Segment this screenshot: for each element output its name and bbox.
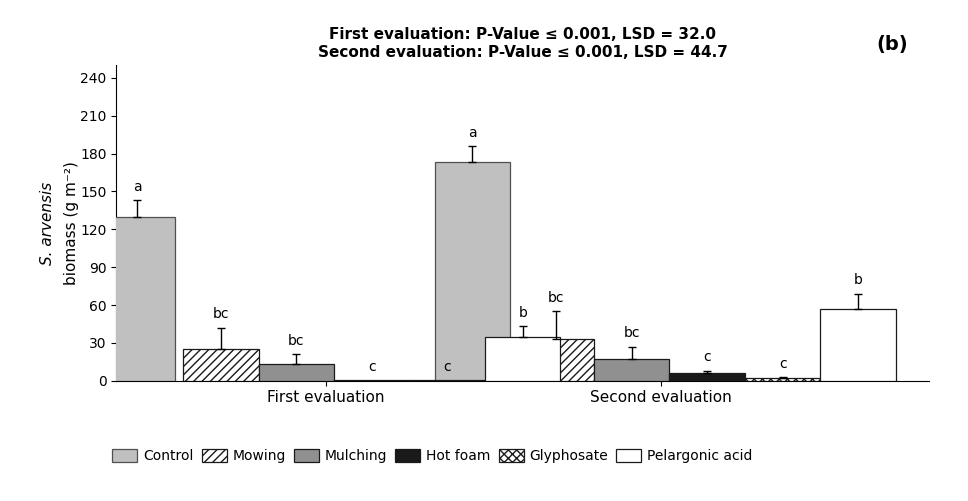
Text: bc: bc [288, 334, 305, 348]
Text: a: a [133, 180, 141, 194]
Text: bc: bc [213, 308, 229, 322]
Text: b: b [518, 306, 528, 320]
Bar [670, 373, 744, 381]
Text: a: a [469, 126, 476, 140]
Text: c: c [779, 357, 786, 371]
Bar [594, 359, 670, 381]
Text: (b): (b) [876, 35, 908, 54]
Text: bc: bc [623, 326, 640, 340]
Legend: Control, Mowing, Mulching, Hot foam, Glyphosate, Pelargonic acid: Control, Mowing, Mulching, Hot foam, Gly… [106, 443, 758, 468]
Bar [183, 349, 258, 381]
Bar [409, 380, 485, 381]
Text: b: b [854, 274, 862, 288]
Bar [519, 339, 594, 381]
Text: S. arvensis: S. arvensis [40, 181, 54, 265]
Bar [744, 378, 820, 381]
Bar [820, 309, 895, 381]
Text: bc: bc [548, 291, 564, 305]
Bar [258, 364, 334, 381]
Bar [334, 380, 409, 381]
Text: c: c [704, 350, 711, 364]
Text: c: c [443, 360, 451, 374]
Bar [100, 216, 175, 381]
Bar [485, 337, 560, 381]
Text: biomass (g m⁻²): biomass (g m⁻²) [64, 161, 79, 285]
Bar [435, 162, 510, 381]
Text: c: c [368, 360, 376, 374]
Title: First evaluation: P-Value ≤ 0.001, LSD = 32.0
Second evaluation: P-Value ≤ 0.001: First evaluation: P-Value ≤ 0.001, LSD =… [318, 28, 728, 60]
